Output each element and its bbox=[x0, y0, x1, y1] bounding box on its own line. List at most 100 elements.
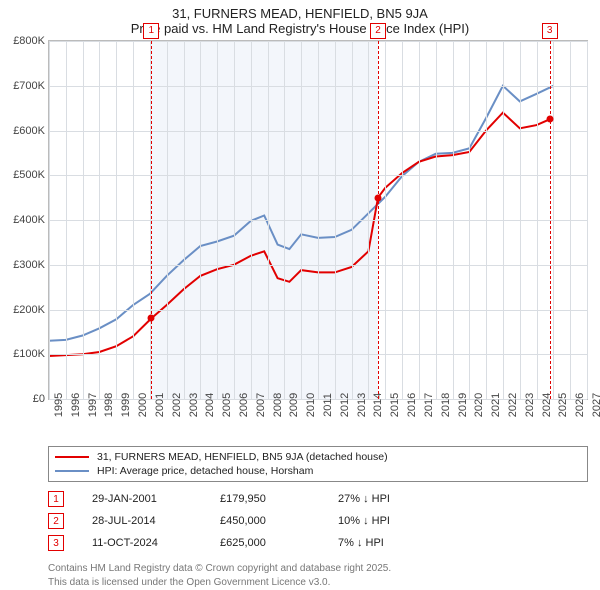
marker-vline bbox=[550, 41, 551, 399]
x-axis-label: 2002 bbox=[167, 393, 183, 417]
v-gridline bbox=[284, 41, 285, 399]
v-gridline bbox=[116, 41, 117, 399]
x-axis-label: 2003 bbox=[184, 393, 200, 417]
x-axis-label: 2025 bbox=[553, 393, 569, 417]
marker-dot bbox=[375, 194, 382, 201]
x-axis-label: 2009 bbox=[284, 393, 300, 417]
legend-swatch bbox=[55, 470, 89, 472]
transaction-id-box: 2 bbox=[48, 513, 64, 529]
x-axis-label: 1997 bbox=[83, 393, 99, 417]
page-subtitle: Price paid vs. HM Land Registry's House … bbox=[0, 21, 600, 40]
x-axis-label: 2000 bbox=[133, 393, 149, 417]
v-gridline bbox=[184, 41, 185, 399]
v-gridline bbox=[469, 41, 470, 399]
chart-area: £0£100K£200K£300K£400K£500K£600K£700K£80… bbox=[48, 40, 588, 400]
x-axis-label: 2027 bbox=[587, 393, 600, 417]
v-gridline bbox=[268, 41, 269, 399]
transaction-price: £625,000 bbox=[220, 537, 310, 549]
transaction-table: 1 29-JAN-2001 £179,950 2 7% ↓ HPI 2 28-JUL-201… bbox=[48, 488, 588, 554]
v-gridline bbox=[335, 41, 336, 399]
transaction-row: 311-OCT-2024£625,0007% ↓ HPI bbox=[48, 532, 588, 554]
x-axis-label: 2005 bbox=[217, 393, 233, 417]
v-gridline bbox=[83, 41, 84, 399]
x-axis-label: 2006 bbox=[234, 393, 250, 417]
transaction-date: 11-OCT-2024 bbox=[92, 537, 192, 549]
transaction-delta: 7% ↓ HPI bbox=[338, 537, 384, 549]
marker-vline bbox=[378, 41, 379, 399]
y-axis-label: £800K bbox=[13, 35, 49, 47]
marker-box: 2 bbox=[370, 23, 386, 39]
v-gridline bbox=[49, 41, 50, 399]
x-axis-label: 2014 bbox=[368, 393, 384, 417]
x-axis-label: 2016 bbox=[402, 393, 418, 417]
y-axis-label: £200K bbox=[13, 304, 49, 316]
transaction-price: £450,000 bbox=[220, 515, 310, 527]
v-gridline bbox=[537, 41, 538, 399]
v-gridline bbox=[587, 41, 588, 399]
x-axis-label: 1996 bbox=[66, 393, 82, 417]
y-axis-label: £700K bbox=[13, 80, 49, 92]
v-gridline bbox=[520, 41, 521, 399]
transaction-date: 28-JUL-2014 bbox=[92, 515, 192, 527]
v-gridline bbox=[66, 41, 67, 399]
page-title: 31, FURNERS MEAD, HENFIELD, BN5 9JA bbox=[0, 0, 600, 21]
x-axis-label: 2004 bbox=[200, 393, 216, 417]
x-axis-label: 2026 bbox=[570, 393, 586, 417]
footer-line: This data is licensed under the Open Gov… bbox=[48, 576, 588, 590]
v-gridline bbox=[385, 41, 386, 399]
x-axis-label: 1995 bbox=[49, 393, 65, 417]
legend-item: 31, FURNERS MEAD, HENFIELD, BN5 9JA (det… bbox=[55, 450, 581, 464]
v-gridline bbox=[453, 41, 454, 399]
transaction-row: 2 28-JUL-2014 £450,000 10% ↓ HPI bbox=[48, 510, 588, 532]
legend-label: 31, FURNERS MEAD, HENFIELD, BN5 9JA (det… bbox=[97, 451, 388, 463]
x-axis-label: 2015 bbox=[385, 393, 401, 417]
marker-box: 1 bbox=[143, 23, 159, 39]
v-gridline bbox=[234, 41, 235, 399]
x-axis-label: 2020 bbox=[469, 393, 485, 417]
v-gridline bbox=[167, 41, 168, 399]
transaction-date: 29-JAN-2001 bbox=[92, 493, 192, 505]
v-gridline bbox=[200, 41, 201, 399]
x-axis-label: 2011 bbox=[318, 393, 334, 417]
marker-box: 3 bbox=[542, 23, 558, 39]
x-axis-label: 2010 bbox=[301, 393, 317, 417]
y-axis-label: £100K bbox=[13, 348, 49, 360]
y-axis-label: £300K bbox=[13, 259, 49, 271]
v-gridline bbox=[133, 41, 134, 399]
v-gridline bbox=[217, 41, 218, 399]
marker-dot bbox=[546, 116, 553, 123]
x-axis-label: 2022 bbox=[503, 393, 519, 417]
y-axis-label: £600K bbox=[13, 125, 49, 137]
series-line bbox=[49, 113, 550, 356]
marker-dot bbox=[148, 315, 155, 322]
legend-swatch bbox=[55, 456, 89, 458]
x-axis-label: 2013 bbox=[352, 393, 368, 417]
transaction-price: £179,950 bbox=[220, 493, 310, 505]
legend: 31, FURNERS MEAD, HENFIELD, BN5 9JA (det… bbox=[48, 446, 588, 482]
v-gridline bbox=[318, 41, 319, 399]
x-axis-label: 2018 bbox=[436, 393, 452, 417]
v-gridline bbox=[368, 41, 369, 399]
footer-line: Contains HM Land Registry data © Crown c… bbox=[48, 562, 588, 576]
v-gridline bbox=[99, 41, 100, 399]
y-axis-label: £0 bbox=[33, 393, 49, 405]
v-gridline bbox=[419, 41, 420, 399]
x-axis-label: 2012 bbox=[335, 393, 351, 417]
x-axis-label: 2019 bbox=[453, 393, 469, 417]
v-gridline bbox=[402, 41, 403, 399]
x-axis-label: 2017 bbox=[419, 393, 435, 417]
v-gridline bbox=[503, 41, 504, 399]
transaction-id-box: 1 bbox=[48, 491, 64, 507]
marker-vline bbox=[151, 41, 152, 399]
y-axis-label: £500K bbox=[13, 169, 49, 181]
legend-item: HPI: Average price, detached house, Hors… bbox=[55, 464, 581, 478]
v-gridline bbox=[352, 41, 353, 399]
v-gridline bbox=[570, 41, 571, 399]
x-axis-label: 1999 bbox=[116, 393, 132, 417]
v-gridline bbox=[251, 41, 252, 399]
y-axis-label: £400K bbox=[13, 214, 49, 226]
v-gridline bbox=[486, 41, 487, 399]
v-gridline bbox=[301, 41, 302, 399]
transaction-delta: 10% ↓ HPI bbox=[338, 515, 390, 527]
v-gridline bbox=[553, 41, 554, 399]
